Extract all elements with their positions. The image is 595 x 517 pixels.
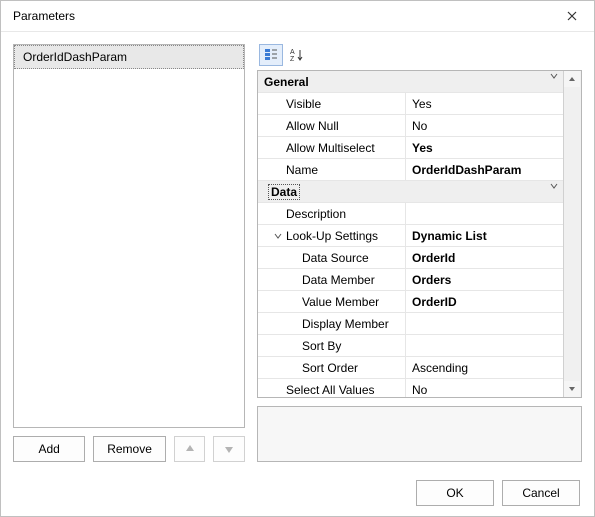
propgrid-toolbar: AZ <box>257 44 582 66</box>
parameters-dialog: Parameters OrderIdDashParam Add Remove <box>0 0 595 517</box>
close-button[interactable] <box>558 5 586 27</box>
property-row[interactable]: Sort OrderAscending <box>258 357 563 379</box>
property-category[interactable]: Data <box>258 181 563 203</box>
cancel-button[interactable]: Cancel <box>502 480 580 506</box>
property-row[interactable]: Allow NullNo <box>258 115 563 137</box>
property-grid-scrollbar[interactable] <box>563 71 581 397</box>
svg-text:Z: Z <box>290 56 295 62</box>
add-button[interactable]: Add <box>13 436 85 462</box>
categorized-sort-button[interactable] <box>259 44 283 66</box>
property-row[interactable]: Data MemberOrders <box>258 269 563 291</box>
alphabetical-sort-button[interactable]: AZ <box>285 44 309 66</box>
list-buttons: Add Remove <box>13 436 245 462</box>
property-row[interactable]: VisibleYes <box>258 93 563 115</box>
dialog-title: Parameters <box>13 9 558 23</box>
property-row[interactable]: Look-Up SettingsDynamic List <box>258 225 563 247</box>
remove-button[interactable]: Remove <box>93 436 165 462</box>
ok-button[interactable]: OK <box>416 480 494 506</box>
parameter-list-item[interactable]: OrderIdDashParam <box>14 45 244 69</box>
scroll-down-button[interactable] <box>564 381 580 397</box>
property-row[interactable]: Display Member <box>258 313 563 335</box>
move-down-button[interactable] <box>213 436 245 462</box>
right-column: AZ GeneralVisibleYesAllow NullNoAllow Mu… <box>257 44 582 462</box>
property-category[interactable]: General <box>258 71 563 93</box>
parameter-list[interactable]: OrderIdDashParam <box>13 44 245 428</box>
scroll-up-button[interactable] <box>564 71 580 87</box>
property-row[interactable]: Value MemberOrderID <box>258 291 563 313</box>
dialog-footer: OK Cancel <box>1 470 594 516</box>
property-row[interactable]: Allow MultiselectYes <box>258 137 563 159</box>
property-description-box <box>257 406 582 462</box>
property-row[interactable]: Description <box>258 203 563 225</box>
move-up-button[interactable] <box>174 436 206 462</box>
left-column: OrderIdDashParam Add Remove <box>13 44 245 462</box>
titlebar: Parameters <box>1 1 594 32</box>
property-row[interactable]: NameOrderIdDashParam <box>258 159 563 181</box>
svg-text:A: A <box>290 49 295 56</box>
property-row[interactable]: Select All ValuesNo <box>258 379 563 397</box>
property-row[interactable]: Sort By <box>258 335 563 357</box>
property-grid[interactable]: GeneralVisibleYesAllow NullNoAllow Multi… <box>257 70 582 398</box>
dialog-body: OrderIdDashParam Add Remove <box>1 32 594 470</box>
property-row[interactable]: Data SourceOrderId <box>258 247 563 269</box>
property-grid-rows: GeneralVisibleYesAllow NullNoAllow Multi… <box>258 71 563 397</box>
